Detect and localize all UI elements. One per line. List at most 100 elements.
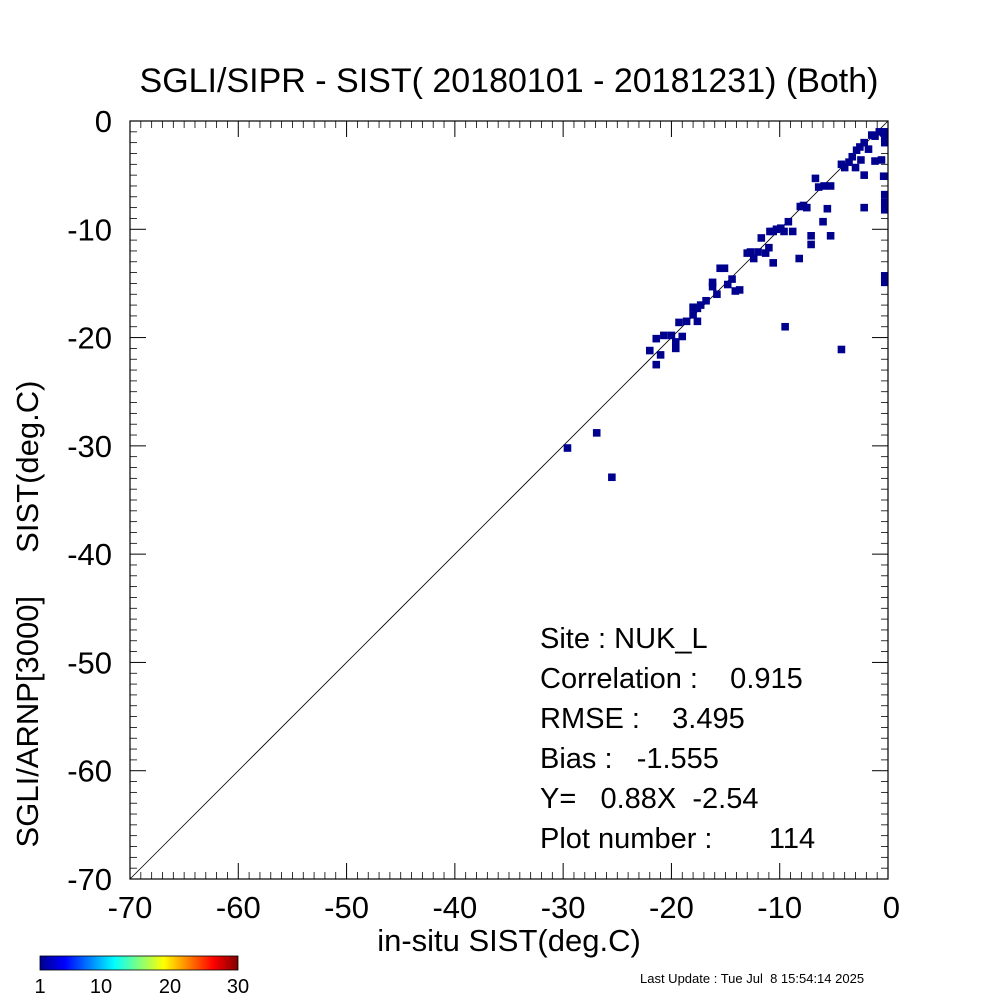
stat-rmse: RMSE : 3.495	[540, 703, 745, 735]
x-tick-label: -60	[216, 890, 261, 925]
colorbar-label-20: 20	[159, 976, 181, 998]
data-point	[708, 282, 717, 291]
data-point	[840, 163, 849, 172]
data-point	[880, 128, 888, 136]
data-point	[652, 334, 661, 343]
x-tick-label: -30	[541, 890, 586, 925]
data-point	[880, 278, 888, 287]
data-point	[592, 429, 601, 437]
data-point	[731, 287, 740, 295]
one-to-one-line	[129, 120, 889, 880]
data-point	[645, 346, 654, 355]
data-point	[880, 198, 888, 207]
stat-site: Site : NUK_L	[540, 623, 708, 655]
data-point	[875, 128, 884, 136]
data-point	[880, 138, 888, 147]
data-point	[851, 163, 860, 172]
data-point	[708, 278, 717, 287]
last-update-text: Last Update : Tue Jul 8 15:54:14 2025	[640, 971, 864, 986]
x-tick-label: -10	[757, 890, 802, 925]
x-tick-label: -40	[432, 890, 477, 925]
data-point	[660, 331, 668, 340]
data-point	[772, 225, 781, 234]
data-point	[780, 227, 788, 236]
colorbar-label-10: 10	[90, 976, 112, 998]
data-point	[781, 322, 789, 331]
data-point	[788, 227, 797, 236]
data-point	[667, 331, 676, 340]
data-point	[563, 444, 572, 452]
data-point	[754, 248, 762, 256]
colorbar-label-1: 1	[34, 976, 45, 998]
x-tick-label: -50	[324, 890, 369, 925]
data-point	[837, 345, 846, 354]
data-point	[802, 203, 811, 212]
x-tick-labels: -70 -60 -50 -40 -30 -20 -10 0	[108, 890, 900, 925]
y-tick-label: -70	[67, 862, 112, 897]
data-point	[746, 248, 755, 256]
data-point	[696, 301, 705, 309]
data-point	[814, 183, 823, 191]
data-point	[860, 171, 868, 179]
data-point	[671, 344, 680, 353]
data-point	[757, 234, 766, 242]
minor-ticks	[130, 121, 888, 879]
data-point	[807, 231, 815, 240]
data-point	[652, 360, 661, 369]
data-point	[877, 156, 886, 164]
data-point	[871, 157, 879, 165]
data-point	[608, 473, 616, 482]
data-point	[811, 174, 820, 183]
data-point	[860, 203, 868, 212]
data-point	[826, 231, 835, 240]
y-tick-label: -30	[67, 429, 112, 464]
data-point	[735, 286, 744, 294]
y-tick-label: -50	[67, 645, 112, 680]
data-point	[671, 338, 680, 346]
data-point	[807, 240, 815, 249]
y-tick-label: -60	[67, 754, 112, 789]
data-point	[720, 264, 729, 273]
data-point	[728, 275, 736, 283]
stat-correlation: Correlation : 0.915	[540, 663, 803, 695]
data-point	[871, 132, 879, 140]
data-point	[820, 182, 828, 190]
x-axis-label: in-situ SIST(deg.C)	[377, 923, 641, 958]
colorbar-label-30: 30	[227, 976, 249, 998]
stat-plot-number: Plot number : 114	[540, 823, 815, 855]
y-tick-labels: -70 -60 -50 -40 -30 -20 -10 0	[67, 104, 112, 897]
plot-frame	[129, 120, 889, 880]
data-point	[795, 254, 803, 263]
data-point	[713, 290, 721, 299]
data-point	[675, 318, 683, 327]
data-points	[563, 128, 888, 482]
x-tick-label: -70	[108, 890, 153, 925]
data-point	[765, 243, 773, 252]
y-tick-label: 0	[95, 104, 112, 139]
data-point	[769, 259, 778, 267]
data-point	[749, 254, 758, 263]
data-point	[857, 156, 865, 164]
data-point	[693, 317, 702, 326]
data-point	[880, 190, 888, 199]
stats-box: Site : NUK_L Correlation : 0.915 RMSE : …	[540, 623, 815, 855]
data-point	[860, 138, 868, 147]
y-tick-label: -10	[67, 212, 112, 247]
colorbar-gradient	[39, 955, 239, 971]
data-point	[689, 311, 697, 319]
stat-bias: Bias : -1.555	[540, 743, 719, 775]
data-point	[826, 182, 835, 190]
data-point	[848, 152, 857, 161]
data-point	[682, 317, 691, 326]
data-point	[823, 204, 832, 213]
chart-title: SGLI/SIPR - SIST( 20180101 - 20181231) (…	[140, 62, 879, 100]
data-point	[845, 158, 853, 166]
data-point	[856, 143, 864, 151]
data-point	[689, 303, 697, 312]
colorbar: 1 10 20 30	[34, 955, 249, 998]
data-point	[819, 217, 827, 226]
stat-regression: Y= 0.88X -2.54	[540, 783, 758, 815]
data-point	[716, 264, 724, 273]
data-point	[656, 351, 665, 359]
